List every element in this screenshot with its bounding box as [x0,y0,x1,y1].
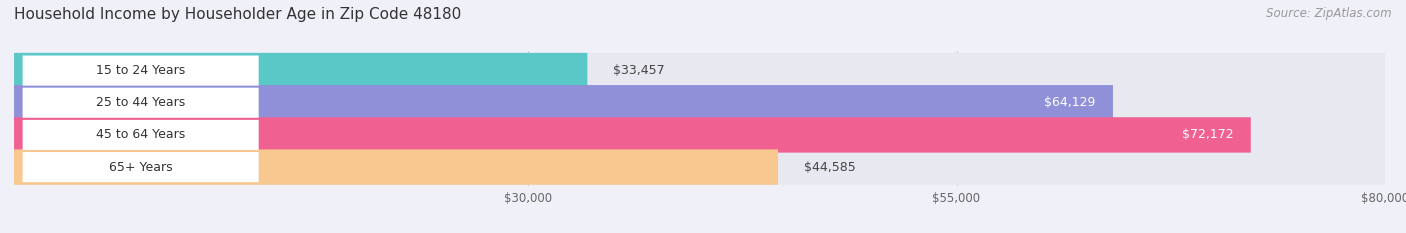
Text: 25 to 44 Years: 25 to 44 Years [96,96,186,109]
Text: 15 to 24 Years: 15 to 24 Years [96,64,186,77]
FancyBboxPatch shape [14,149,778,185]
FancyBboxPatch shape [14,85,1114,120]
Text: $64,129: $64,129 [1045,96,1095,109]
FancyBboxPatch shape [14,117,1251,153]
Text: 65+ Years: 65+ Years [108,161,173,174]
FancyBboxPatch shape [14,53,588,88]
Text: $72,172: $72,172 [1182,128,1233,141]
Text: Source: ZipAtlas.com: Source: ZipAtlas.com [1267,7,1392,20]
FancyBboxPatch shape [22,152,259,182]
Text: $44,585: $44,585 [804,161,855,174]
FancyBboxPatch shape [22,55,259,86]
FancyBboxPatch shape [14,117,1385,153]
FancyBboxPatch shape [22,120,259,150]
FancyBboxPatch shape [22,88,259,118]
FancyBboxPatch shape [14,53,1385,88]
Text: $33,457: $33,457 [613,64,665,77]
Text: 45 to 64 Years: 45 to 64 Years [96,128,186,141]
FancyBboxPatch shape [14,149,1385,185]
FancyBboxPatch shape [14,85,1385,120]
Text: Household Income by Householder Age in Zip Code 48180: Household Income by Householder Age in Z… [14,7,461,22]
